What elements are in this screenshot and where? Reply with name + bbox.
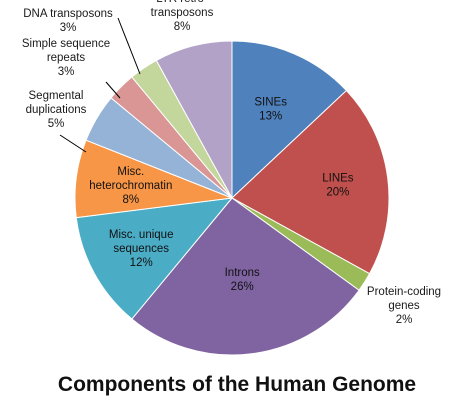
label-misc-unique-sequences: Misc. unique sequences 12%	[109, 229, 174, 269]
label-protein-coding-genes: Protein-coding genes 2%	[367, 286, 441, 326]
leader-lines	[59, 17, 141, 153]
slice-labels: SINEs 13% LINEs 20% Protein-coding genes 2% Int…	[22, 0, 441, 326]
label-lines: LINEs 20%	[322, 173, 354, 199]
leader-dna-transposons	[117, 17, 141, 75]
label-misc-heterochromatin: Misc. heterochromatin 8%	[89, 166, 172, 206]
slice-sines	[231, 40, 348, 200]
pie-slices	[74, 40, 390, 356]
slice-misc-unique-sequences	[75, 197, 234, 320]
label-dna-transposons: DNA transposons 3%	[23, 8, 113, 34]
label-sines: SINEs 13%	[254, 97, 287, 123]
slice-ltr-retro-transposons	[155, 40, 233, 199]
chart-title: Components of the Human Genome	[57, 373, 417, 396]
label-segmental-duplications: Segmental duplications 5%	[26, 90, 87, 130]
leader-segmental-duplications	[59, 134, 87, 153]
leader-simple-sequence-repeats	[105, 81, 121, 99]
slice-introns	[131, 197, 360, 356]
label-simple-sequence-repeats: Simple sequence repeats 3%	[22, 38, 110, 78]
label-introns: Introns 26%	[225, 267, 260, 293]
pie-chart: SINEs 13% LINEs 20% Protein-coding genes 2% Int…	[22, 0, 441, 356]
slice-lines	[231, 89, 390, 275]
